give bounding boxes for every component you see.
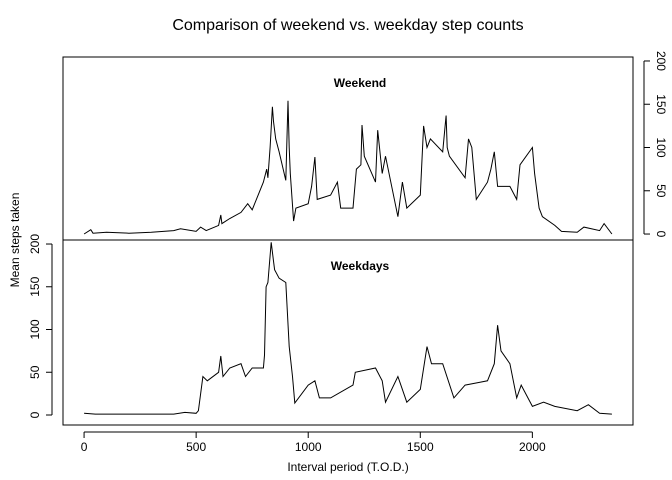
y-axis-label: Mean steps taken [8,193,22,288]
panel-box [62,239,634,426]
data-line [83,100,613,235]
y-tick-label: 100 [654,137,668,157]
x-tick-label: 0 [81,440,88,454]
y-tick-label: 50 [28,365,42,379]
data-line [84,242,612,415]
chart-title: Comparison of weekend vs. weekday step c… [172,17,523,34]
y-tick-label: 100 [28,319,42,339]
y-tick-label: 0 [28,411,42,418]
y-tick-label: 200 [654,51,668,71]
y-tick-label: 150 [28,276,42,296]
y-tick-label: 0 [654,231,668,238]
x-axis-label: Interval period (T.O.D.) [287,460,408,474]
y-tick-label: 50 [654,184,668,198]
y-tick-label: 150 [654,94,668,114]
panel-title: Weekend [334,76,386,90]
panel-title: Weekdays [331,259,390,273]
x-tick-label: 1500 [407,440,434,454]
x-tick-label: 1000 [295,440,322,454]
x-tick-label: 500 [186,440,206,454]
x-tick-label: 2000 [519,440,546,454]
y-tick-label: 200 [28,234,42,254]
